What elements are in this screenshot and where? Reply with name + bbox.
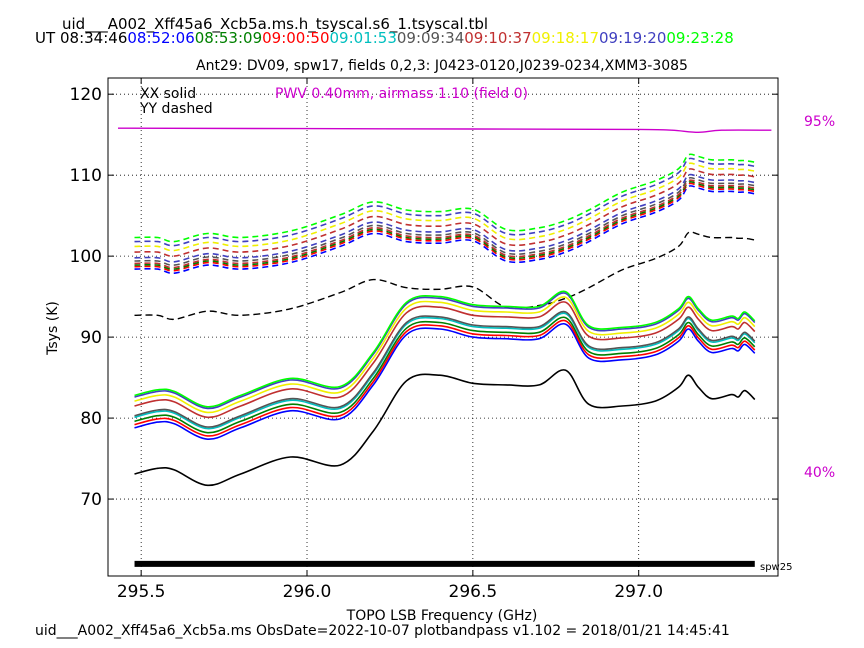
xx-series-line [134,296,756,414]
atm-transmission [117,127,772,567]
xx-series-line [134,301,756,419]
yy-series-line [134,167,755,257]
x-tick-label: 295.5 [117,582,166,602]
x-tick-label: 297.0 [614,582,663,602]
y-tick-label: 70 [80,490,102,510]
xx-series-line [134,369,756,487]
yy-series-line [134,157,755,247]
yy-dashed-series [134,153,755,321]
y-axis-label: Tsys (K) [45,301,61,356]
xx-solid-series [134,290,756,487]
y-tick-label: 110 [70,166,102,186]
y-tick-label: 100 [70,247,102,267]
footer-info: uid___A002_Xff45a6_Xcb5a.ms ObsDate=2022… [35,623,730,639]
x-tick-label: 296.5 [449,582,498,602]
xx-series-line [134,322,756,441]
yy-series-line [134,184,755,275]
x-axis-label: TOPO LSB Frequency (GHz) [346,608,538,624]
y-tick-label: 90 [80,328,102,348]
yy-series-line [134,173,755,263]
axis-ticks: 295.5 296.0 296.5 297.0 70 80 90 100 110 120 [70,78,778,602]
ut-time-4: 09:01:53 [330,29,397,47]
ut-time-8: 09:19:20 [599,29,666,47]
legend-xx-solid: XX solid [140,86,196,102]
yy-reference-line [134,231,755,321]
ut-times-text: 08:34:4608:52:0608:53:0909:00:5009:01:53… [60,29,734,47]
atm-label-95: 95% [804,114,835,130]
chart-title: Ant29: DV09, spw17, fields 0,2,3: J0423-… [196,58,688,74]
xx-series-line [134,310,756,428]
ut-time-1: 08:52:06 [127,29,194,47]
ut-timestamps: 08:34:4608:52:0608:53:0909:00:5009:01:53… [60,29,734,47]
ut-time-3: 09:00:50 [262,29,329,47]
ut-time-2: 08:53:09 [195,29,262,47]
ut-time-6: 09:10:37 [464,29,531,47]
xx-series-line [134,316,756,434]
ut-label: UT [35,29,56,47]
grid-lines [108,78,778,576]
table-name-title: uid___A002_Xff45a6_Xcb5a.ms.h_tsyscal.s6… [62,15,488,34]
yy-series-line [134,179,755,269]
x-tick-label: 296.0 [283,582,332,602]
ut-time-5: 09:09:34 [397,29,464,47]
y-tick-label: 80 [80,409,102,429]
y-tick-label: 120 [70,85,102,105]
yy-series-line [134,182,755,272]
ut-time-7: 09:18:17 [532,29,599,47]
yy-series-line [134,153,755,243]
plot-frame [107,77,779,577]
xx-series-line [134,290,756,408]
ut-time-0: 08:34:46 [60,29,127,47]
yy-series-line [134,162,755,252]
ut-time-9: 09:23:28 [666,29,733,47]
legend-yy-dashed: YY dashed [139,101,213,117]
xx-series-line [134,319,756,437]
spw-label: spw25 [760,562,792,573]
transmission-curve [117,127,772,134]
xx-series-line [134,312,756,430]
atm-label-40: 40% [804,465,835,481]
yy-series-line [134,180,755,270]
xx-series-line [134,292,756,410]
pwv-annotation: PWV 0.40mm, airmass 1.10 (field 0) [275,86,528,102]
yy-series-line [134,176,755,266]
